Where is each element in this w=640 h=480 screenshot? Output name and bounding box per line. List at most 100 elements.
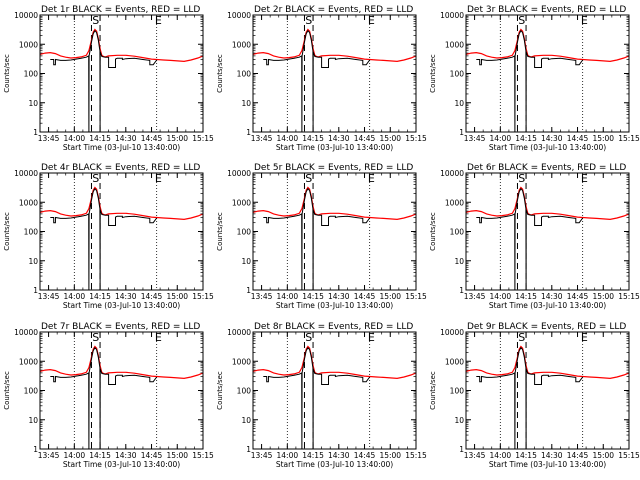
panel-title: Det 5r BLACK = Events, RED = LLD	[254, 163, 413, 173]
x-axis-label: Start Time (03-Jul-10 13:40:00)	[63, 301, 180, 310]
x-axis-label: Start Time (03-Jul-10 13:40:00)	[276, 143, 393, 152]
y-tick-label: 100	[24, 228, 39, 237]
y-axis-label: Counts/sec	[216, 54, 224, 93]
y-tick-label: 1	[33, 128, 38, 137]
y-tick-label: 1	[33, 286, 38, 295]
marker-e: E	[368, 14, 375, 27]
y-tick-label: 1	[246, 445, 251, 454]
x-tick-label: 15:15	[192, 292, 214, 301]
x-tick-label: 15:00	[379, 292, 401, 301]
x-tick-label: 14:00	[277, 451, 299, 460]
x-tick-label: 14:30	[328, 451, 350, 460]
marker-e: E	[581, 14, 588, 27]
x-tick-label: 15:00	[592, 134, 614, 143]
x-tick-label: 14:45	[354, 292, 376, 301]
x-tick-label: 13:45	[251, 451, 273, 460]
marker-s: S	[305, 172, 312, 185]
panel-title: Det 3r BLACK = Events, RED = LLD	[467, 5, 626, 15]
x-tick-label: 14:15	[89, 451, 111, 460]
series-events-line	[50, 346, 158, 450]
y-axis-label: Counts/sec	[216, 212, 224, 251]
marker-s: S	[518, 14, 525, 27]
marker-s: S	[92, 14, 99, 27]
y-tick-label: 10000	[227, 169, 251, 178]
y-tick-label: 10000	[14, 169, 38, 178]
plot-frame	[465, 172, 630, 291]
x-tick-label: 13:45	[464, 134, 486, 143]
x-tick-label: 13:45	[464, 292, 486, 301]
x-tick-label: 14:00	[490, 451, 512, 460]
series-events-line	[263, 29, 371, 133]
panel-title: Det 8r BLACK = Events, RED = LLD	[254, 322, 413, 332]
marker-s: S	[92, 172, 99, 185]
marker-e: E	[368, 172, 375, 185]
y-tick-label: 1000	[232, 357, 251, 366]
x-tick-label: 14:30	[541, 134, 563, 143]
series-events-line	[50, 187, 158, 291]
y-axis-label: Counts/sec	[429, 371, 437, 410]
series-events-line	[476, 187, 584, 291]
y-tick-label: 10	[454, 99, 464, 108]
marker-e: E	[155, 172, 162, 185]
series-events-line	[263, 346, 371, 450]
marker-s: S	[305, 14, 312, 27]
series-lld-line	[39, 28, 204, 63]
x-tick-label: 13:45	[38, 451, 60, 460]
series-events-line	[476, 346, 584, 450]
x-tick-label: 15:15	[405, 134, 427, 143]
y-tick-label: 100	[237, 228, 252, 237]
x-tick-label: 14:15	[89, 292, 111, 301]
x-tick-label: 14:00	[277, 292, 299, 301]
plot-frame	[39, 172, 204, 291]
y-tick-label: 1	[246, 128, 251, 137]
series-lld-line	[465, 345, 630, 380]
x-tick-label: 14:00	[277, 134, 299, 143]
y-tick-label: 10000	[440, 328, 464, 337]
marker-s: S	[305, 331, 312, 344]
y-tick-label: 10000	[440, 11, 464, 20]
x-tick-label: 15:15	[192, 134, 214, 143]
x-axis-label: Start Time (03-Jul-10 13:40:00)	[63, 143, 180, 152]
y-tick-label: 10000	[440, 169, 464, 178]
y-tick-label: 10	[28, 99, 38, 108]
x-tick-label: 14:00	[64, 292, 86, 301]
series-lld-line	[252, 345, 417, 380]
x-tick-label: 14:00	[490, 134, 512, 143]
y-tick-label: 10000	[227, 328, 251, 337]
x-tick-label: 14:15	[89, 134, 111, 143]
x-tick-label: 14:00	[490, 292, 512, 301]
marker-s: S	[92, 331, 99, 344]
x-tick-label: 14:45	[567, 292, 589, 301]
y-tick-label: 10	[454, 416, 464, 425]
y-tick-label: 10000	[14, 11, 38, 20]
plot-frame	[465, 331, 630, 450]
x-tick-label: 14:15	[302, 134, 324, 143]
y-tick-label: 100	[237, 70, 252, 79]
series-lld-line	[252, 28, 417, 63]
y-tick-label: 1000	[445, 40, 464, 49]
x-tick-label: 14:30	[328, 292, 350, 301]
x-tick-label: 15:00	[592, 292, 614, 301]
x-tick-label: 13:45	[464, 451, 486, 460]
x-tick-label: 15:15	[405, 292, 427, 301]
x-tick-label: 14:00	[64, 451, 86, 460]
y-tick-label: 1000	[232, 198, 251, 207]
plot-frame	[252, 172, 417, 291]
series-lld-line	[39, 186, 204, 221]
y-tick-label: 10	[241, 257, 251, 266]
y-tick-label: 1000	[232, 40, 251, 49]
y-tick-label: 10000	[227, 11, 251, 20]
x-tick-label: 14:30	[115, 451, 137, 460]
marker-e: E	[155, 14, 162, 27]
y-tick-label: 100	[237, 387, 252, 396]
x-tick-label: 15:15	[405, 451, 427, 460]
x-tick-label: 14:30	[541, 451, 563, 460]
y-tick-label: 10	[28, 257, 38, 266]
x-tick-label: 14:15	[302, 451, 324, 460]
x-tick-label: 14:45	[141, 292, 163, 301]
y-tick-label: 100	[450, 70, 465, 79]
series-lld-line	[252, 186, 417, 221]
